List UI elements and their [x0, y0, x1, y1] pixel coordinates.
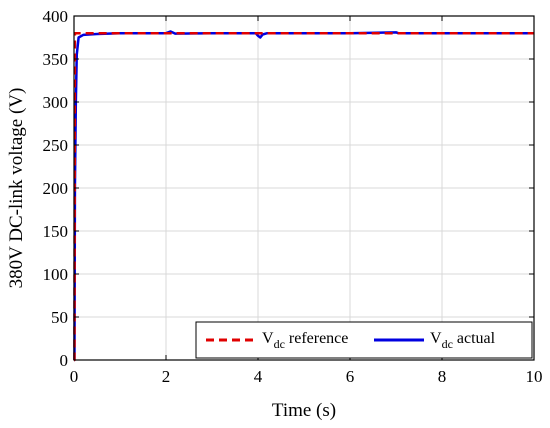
y-axis-title: 380V DC-link voltage (V) — [6, 88, 27, 289]
y-tick-label: 0 — [60, 351, 69, 370]
series-layer — [73, 30, 534, 362]
legend-label-sub: dc — [274, 337, 285, 351]
y-tick-label: 250 — [43, 136, 69, 155]
series-line-reference — [73, 31, 534, 362]
legend-label-rest: reference — [285, 330, 349, 347]
y-tick-label: 300 — [43, 93, 69, 112]
x-tick-label: 10 — [526, 367, 543, 386]
y-tick-label: 200 — [43, 179, 69, 198]
legend-label-sub: dc — [442, 337, 453, 351]
x-tick-label: 0 — [70, 367, 79, 386]
y-tick-label: 100 — [43, 265, 69, 284]
x-tick-label: 2 — [162, 367, 171, 386]
x-axis-title: Time (s) — [272, 400, 336, 421]
x-tick-label: 4 — [254, 367, 263, 386]
y-tick-label: 50 — [51, 308, 68, 327]
legend: Vdc reference Vdc actual — [195, 321, 533, 359]
y-tick-label: 350 — [43, 50, 69, 69]
x-tick-label: 8 — [438, 367, 447, 386]
legend-label-main: V — [262, 330, 274, 347]
x-tick-label: 6 — [346, 367, 355, 386]
legend-label-main: V — [430, 330, 442, 347]
series-line-actual — [73, 30, 534, 362]
legend-label-reference: Vdc reference — [262, 330, 348, 351]
y-tick-label: 400 — [43, 7, 69, 26]
legend-label-rest: actual — [453, 330, 496, 347]
legend-label-actual: Vdc actual — [430, 330, 496, 351]
grid — [73, 15, 535, 361]
y-tick-label: 150 — [43, 222, 69, 241]
